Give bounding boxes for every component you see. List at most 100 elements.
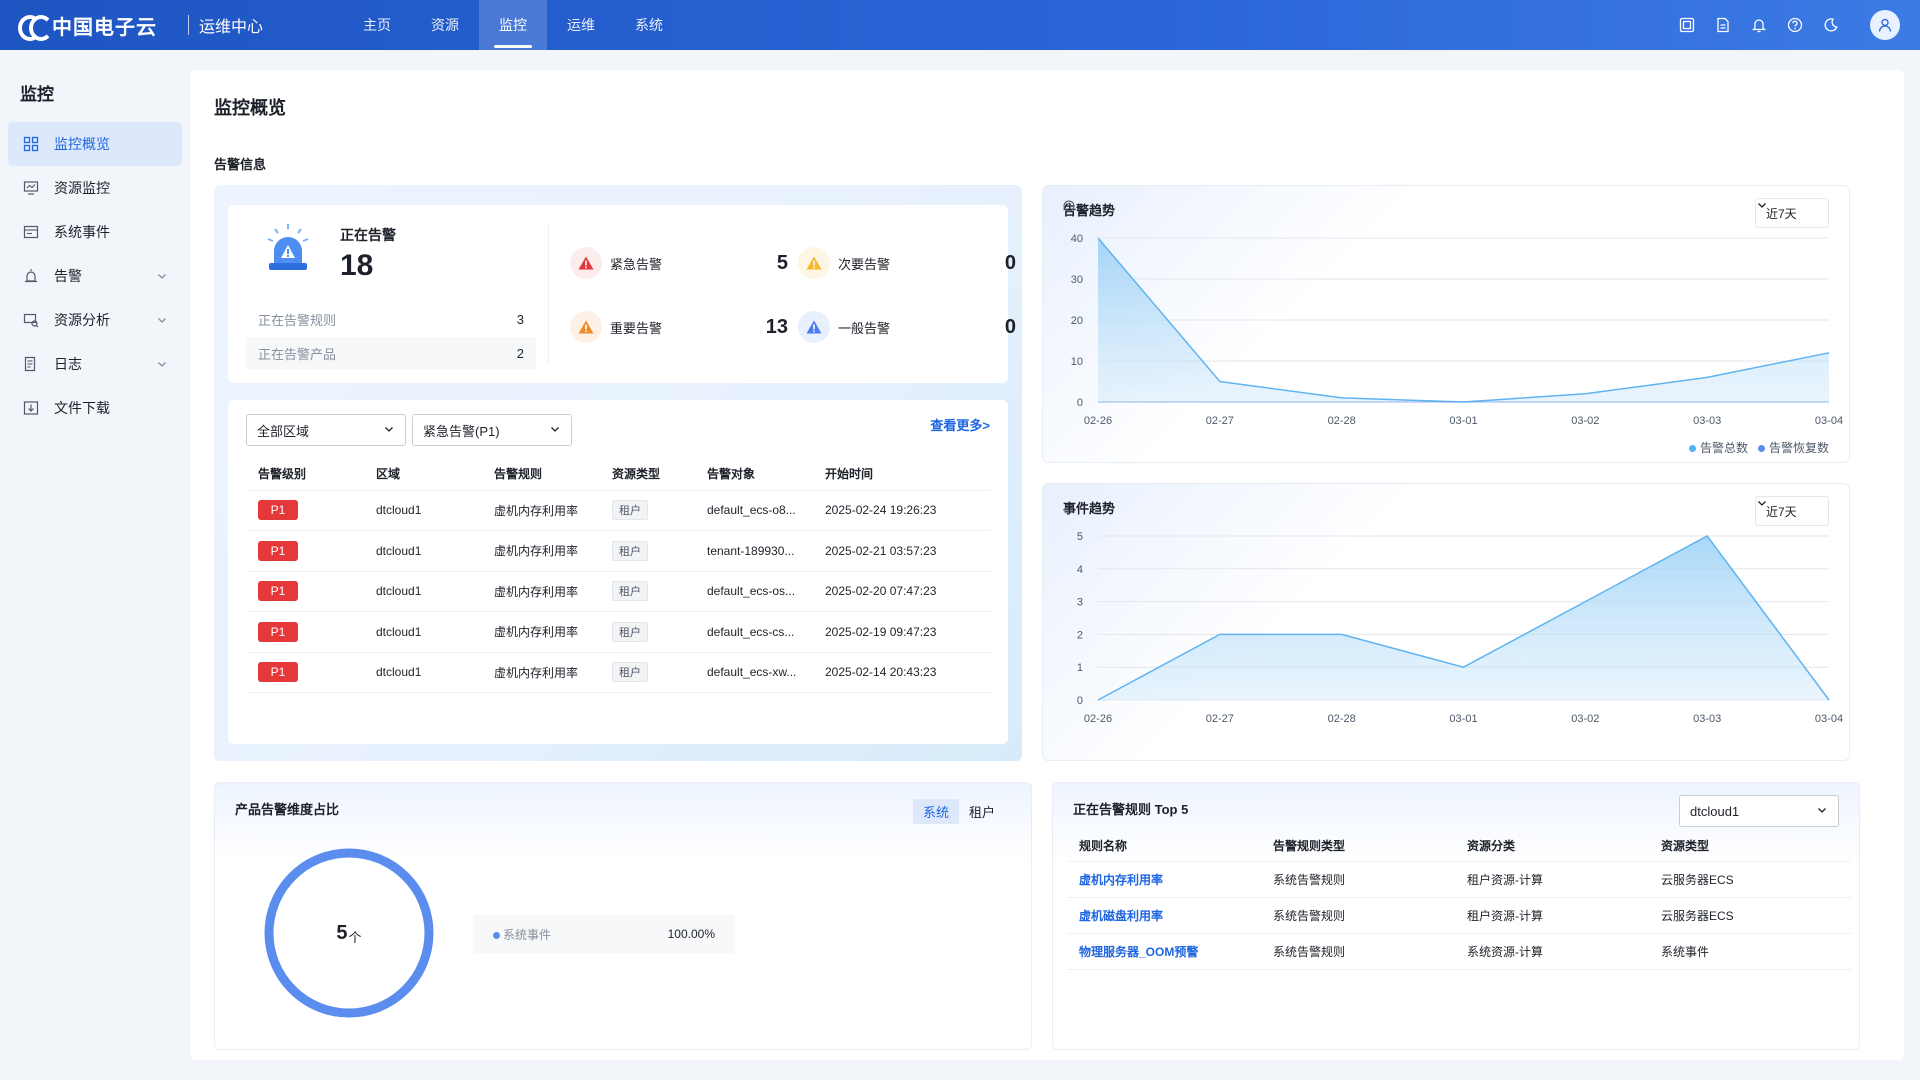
sidebar-item-label: 日志 [54,356,82,372]
level-major[interactable]: 重要告警 13 [570,307,790,347]
alarm-rules-stat: 正在告警规则 3 [246,303,536,335]
alarm-products-stat: 正在告警产品 2 [246,337,536,369]
region-cell: dtcloud1 [364,530,482,572]
x-tick-label: 03-04 [1815,415,1843,427]
region-cell: dtcloud1 [364,571,482,612]
view-more-link[interactable]: 查看更多> [930,418,990,433]
resource-cell: 云服务器ECS [1649,861,1851,898]
header-actions [1678,0,1900,50]
legend-label: 告警总数 [1699,441,1748,455]
nav-monitor[interactable]: 监控 [479,0,548,50]
tab-system[interactable]: 系统 [912,799,959,824]
sidebar-item-resource-monitor[interactable]: 资源监控 [8,166,182,210]
sidebar-item-monitor-overview[interactable]: 监控概览 [8,122,182,166]
sidebar-item-alarm[interactable]: 告警 [8,254,182,298]
top-rules-region-select[interactable]: dtcloud1 [1679,795,1839,827]
chevron-down-icon [383,423,395,438]
x-tick-label: 02-26 [1084,713,1112,725]
level-general[interactable]: 一般告警 0 [798,307,1018,347]
logo-mark-icon [18,14,53,41]
alert-trend-legend: 告警总数 告警恢复数 [1688,439,1829,456]
object-cell: default_ecs-xw... [695,652,813,693]
app-name: 运维中心 [199,19,264,36]
y-tick-label: 0 [1077,695,1083,707]
tab-tenant[interactable]: 租户 [968,805,995,820]
rule-name-link[interactable]: 物理服务器_OOM预警 [1067,933,1261,970]
level-select[interactable]: 紧急告警(P1) [412,414,572,446]
table-row[interactable]: P1 dtcloud1 虚机内存利用率 租户 default_ecs-os...… [246,571,990,612]
alert-trend-chart: 0 10 20 30 40 02-26 02-27 02-28 03-01 03-02 03-03 0… [1071,233,1843,427]
x-tick-label: 03-04 [1815,713,1843,725]
top-bar: 中国电子云 运维中心 主页 资源 监控 运维 系统 [0,0,1920,50]
y-tick-label: 40 [1071,233,1083,245]
sidebar-item-resource-analysis[interactable]: 资源分析 [8,298,182,342]
y-tick-label: 20 [1071,315,1083,327]
rule-cell: 虚机内存利用率 [482,530,600,572]
user-avatar[interactable] [1870,10,1900,40]
resource-type-tag: 租户 [612,662,648,683]
monitor-icon [22,179,40,197]
nav-home[interactable]: 主页 [363,17,392,33]
resource-type-tag: 租户 [612,500,648,521]
table-row[interactable]: P1 dtcloud1 虚机内存利用率 租户 default_ecs-o8...… [246,490,990,531]
level-badge: P1 [258,540,298,561]
alarm-products-count: 2 [516,345,524,361]
rule-cell: 虚机内存利用率 [482,611,600,653]
alert-trend-range-select[interactable]: 近7天 [1755,198,1829,228]
x-tick-label: 03-01 [1449,713,1477,725]
top-rules-title: 正在告警规则 Top 5 [1073,802,1189,817]
table-row[interactable]: P1 dtcloud1 虚机内存利用率 租户 tenant-189930... … [246,530,990,572]
legend-item-recovered[interactable]: 告警恢复数 [1757,439,1829,456]
table-row[interactable]: P1 dtcloud1 虚机内存利用率 租户 default_ecs-xw...… [246,652,990,693]
level-select-value: 紧急告警(P1) [423,423,500,439]
rule-name-link[interactable]: 虚机磁盘利用率 [1067,897,1261,934]
x-tick-label: 02-28 [1328,415,1356,427]
screen-icon[interactable] [1678,16,1696,34]
region-select[interactable]: 全部区域 [246,414,406,446]
resource-type-tag: 租户 [612,621,648,642]
legend-label: 告警恢复数 [1768,441,1829,455]
user-icon [1878,18,1892,32]
section-title: 告警信息 [214,157,267,172]
rule-type-cell: 系统告警规则 [1261,861,1455,898]
y-tick-label: 3 [1077,597,1083,609]
current-alarm-label: 正在告警 [340,227,396,243]
rule-name-link[interactable]: 虚机内存利用率 [1067,861,1261,898]
column-header: 资源类型 [600,458,695,491]
donut-total-unit: 个 [348,929,362,945]
rule-type-cell: 系统告警规则 [1261,897,1455,934]
object-cell: default_ecs-o8... [695,490,813,531]
event-trend-title: 事件趋势 [1063,501,1116,516]
level-critical[interactable]: 紧急告警 5 [570,243,790,283]
time-cell: 2025-02-21 03:57:23 [813,530,990,572]
bell-icon[interactable] [1750,16,1768,34]
table-row[interactable]: P1 dtcloud1 虚机内存利用率 租户 default_ecs-cs...… [246,611,990,653]
alert-info-panel: 正在告警 18 正在告警规则 3 正在告警产品 2 紧急告警 5 次要告警 0 [214,185,1022,761]
logo-text: 中国电子云 [52,16,157,39]
legend-item-total[interactable]: 告警总数 [1688,439,1748,456]
level-minor[interactable]: 次要告警 0 [798,243,1018,283]
donut-legend-item[interactable]: 系统事件 100.00% [473,915,735,953]
nav-system[interactable]: 系统 [635,17,664,33]
event-trend-range-select[interactable]: 近7天 [1755,496,1829,526]
page-title: 监控概览 [214,98,286,118]
document-icon[interactable] [1714,16,1732,34]
donut-legend-name: 系统事件 [493,926,551,943]
y-tick-label: 10 [1071,356,1083,368]
range-value: 近7天 [1766,206,1797,221]
column-header: 区域 [364,458,482,491]
region-select-value: dtcloud1 [1690,803,1740,819]
nav-resources[interactable]: 资源 [431,17,460,33]
logo[interactable]: 中国电子云 [18,11,178,41]
time-cell: 2025-02-14 20:43:23 [813,652,990,693]
sidebar-item-system-events[interactable]: 系统事件 [8,210,182,254]
sidebar-item-log[interactable]: 日志 [8,342,182,386]
series-area [1098,536,1829,700]
moon-icon[interactable] [1822,16,1840,34]
donut-slice-system-events [264,848,434,1018]
nav-operations[interactable]: 运维 [567,17,596,33]
category-cell: 租户资源-计算 [1455,897,1649,934]
sidebar-item-file-download[interactable]: 文件下载 [8,386,182,430]
range-value: 近7天 [1766,504,1797,519]
help-icon[interactable] [1786,16,1804,34]
